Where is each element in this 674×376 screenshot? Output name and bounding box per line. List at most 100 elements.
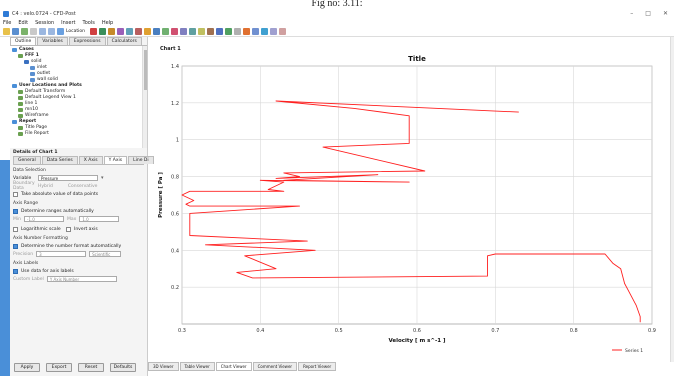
conservative-radio[interactable]: Conservative xyxy=(67,183,98,189)
tree-item[interactable]: inlet xyxy=(12,65,145,71)
tree-item-label: Cases xyxy=(19,47,34,52)
min-input[interactable]: -1.0 xyxy=(24,216,64,222)
table-icon[interactable] xyxy=(153,28,161,35)
annotation-icon[interactable] xyxy=(198,28,206,35)
menu-tools[interactable]: Tools xyxy=(82,20,95,26)
determine-format-checkbox[interactable] xyxy=(13,243,18,249)
tree-item[interactable]: FFF 1 xyxy=(12,53,145,59)
use-data-checkbox[interactable] xyxy=(13,268,18,274)
tab-3d-viewer[interactable]: 3D Viewer xyxy=(148,362,179,371)
apply-button[interactable]: Apply xyxy=(14,363,40,372)
calculator-icon[interactable] xyxy=(189,28,197,35)
particle-icon[interactable] xyxy=(117,28,125,35)
tab-report-viewer[interactable]: Report Viewer xyxy=(298,362,337,371)
menu-edit[interactable]: Edit xyxy=(18,20,29,26)
save-icon[interactable] xyxy=(12,28,19,35)
use-data-label: Use data for axis labels xyxy=(21,268,74,274)
tab-x-axis[interactable]: X Axis xyxy=(78,156,103,164)
tree-item[interactable]: Default Legend View 1 xyxy=(12,95,145,101)
tab-y-axis[interactable]: Y Axis xyxy=(103,156,128,164)
report-icon[interactable] xyxy=(207,28,215,35)
tree-item[interactable]: Default Transform xyxy=(12,89,145,95)
variable-select[interactable]: Pressure xyxy=(38,175,98,181)
take-abs-checkbox[interactable] xyxy=(13,191,18,197)
clip-icon[interactable] xyxy=(279,28,287,35)
tree-item-label: Default Legend View 1 xyxy=(25,95,76,100)
tree-item[interactable]: Report xyxy=(12,119,145,125)
tree-item-label: File Report xyxy=(25,131,49,136)
chart-svg: Title 0.3 0.4 0.5 0.6 0.7 0.8 0.9 0.2 0.4 0.6 0.8 1 1… xyxy=(158,55,656,354)
reset-button[interactable]: Reset xyxy=(78,363,104,372)
legend-icon[interactable] xyxy=(261,28,269,35)
tab-chart-viewer[interactable]: Chart Viewer xyxy=(215,362,252,371)
tab-calculators[interactable]: Calculators xyxy=(106,37,142,45)
defaults-button[interactable]: Defaults xyxy=(110,363,136,372)
print-icon[interactable] xyxy=(30,28,37,35)
tree-item[interactable]: wall solid xyxy=(12,77,145,83)
tree-item[interactable]: solid xyxy=(12,59,145,65)
undo-icon[interactable] xyxy=(39,28,46,35)
ruler-icon[interactable] xyxy=(234,28,242,35)
location-icon[interactable] xyxy=(57,28,64,35)
tab-data-series[interactable]: Data Series xyxy=(41,156,78,164)
chart-icon[interactable] xyxy=(144,28,152,35)
text-icon[interactable] xyxy=(270,28,278,35)
tab-general[interactable]: General xyxy=(13,156,41,164)
variable-icon[interactable] xyxy=(171,28,179,35)
clip-plane-icon[interactable] xyxy=(243,28,251,35)
tree-node-icon xyxy=(18,114,23,118)
tree-item[interactable]: mn10 xyxy=(12,107,145,113)
open-icon[interactable] xyxy=(3,28,10,35)
polyline-icon[interactable] xyxy=(225,28,233,35)
streamline-icon[interactable] xyxy=(108,28,116,35)
tab-outline[interactable]: Outline xyxy=(10,37,37,45)
log-scale-checkbox[interactable] xyxy=(13,226,18,232)
max-input[interactable]: 1.0 xyxy=(79,216,120,222)
export-button[interactable]: Export xyxy=(46,363,72,372)
tab-line-display[interactable]: Line Di xyxy=(128,156,154,164)
tree-item[interactable]: User Locations and Plots xyxy=(12,83,145,89)
maximize-button[interactable]: □ xyxy=(645,10,651,17)
isosurface-icon[interactable] xyxy=(135,28,143,35)
macro-icon[interactable] xyxy=(180,28,188,35)
tree-item[interactable]: Title Page xyxy=(12,125,145,131)
custom-label-input[interactable]: Y Axis Number xyxy=(46,276,117,282)
mesh-icon[interactable] xyxy=(216,28,224,35)
location-menu[interactable]: Location xyxy=(66,29,86,34)
menu-session[interactable]: Session xyxy=(35,20,55,26)
minimize-button[interactable]: – xyxy=(630,10,634,17)
menu-file[interactable]: File xyxy=(3,20,12,26)
tree-item[interactable]: outlet xyxy=(12,71,145,77)
tree-item[interactable]: Cases xyxy=(12,47,145,53)
tree-scrollbar[interactable] xyxy=(142,46,147,148)
menu-help[interactable]: Help xyxy=(101,20,114,26)
tab-comment-viewer[interactable]: Comment Viewer xyxy=(252,362,298,371)
tab-table-viewer[interactable]: Table Viewer xyxy=(179,362,215,371)
invert-axis-checkbox[interactable] xyxy=(66,226,71,232)
load-icon[interactable] xyxy=(21,28,28,35)
tab-variables[interactable]: Variables xyxy=(37,37,68,45)
viewer-scrollbar[interactable] xyxy=(670,37,674,362)
color-map-icon[interactable] xyxy=(252,28,260,35)
scientific-select[interactable]: Scientific xyxy=(89,251,122,257)
determine-ranges-checkbox[interactable] xyxy=(13,208,18,214)
volume-icon[interactable] xyxy=(126,28,134,35)
menu-insert[interactable]: Insert xyxy=(61,20,76,26)
tree-node-icon xyxy=(18,96,23,100)
x-tick-label: 0.6 xyxy=(413,328,421,334)
tree-item[interactable]: File Report xyxy=(12,131,145,137)
precision-input[interactable]: 3 xyxy=(36,251,87,257)
expression-icon[interactable] xyxy=(162,28,170,35)
y-tick-label: 0.6 xyxy=(171,211,179,217)
tree-item-label: wall solid xyxy=(37,77,58,82)
contour-icon[interactable] xyxy=(99,28,107,35)
hybrid-radio[interactable]: Hybrid xyxy=(38,183,53,189)
tab-expressions[interactable]: Expressions xyxy=(68,37,106,45)
tree-item[interactable]: Wireframe xyxy=(12,113,145,119)
x-tick-label: 0.5 xyxy=(335,328,343,334)
vector-icon[interactable] xyxy=(90,28,98,35)
variable-more-icon[interactable]: ▾ xyxy=(101,175,104,181)
close-button[interactable]: ✕ xyxy=(662,10,668,17)
redo-icon[interactable] xyxy=(48,28,55,35)
tree-item[interactable]: line 1 xyxy=(12,101,145,107)
